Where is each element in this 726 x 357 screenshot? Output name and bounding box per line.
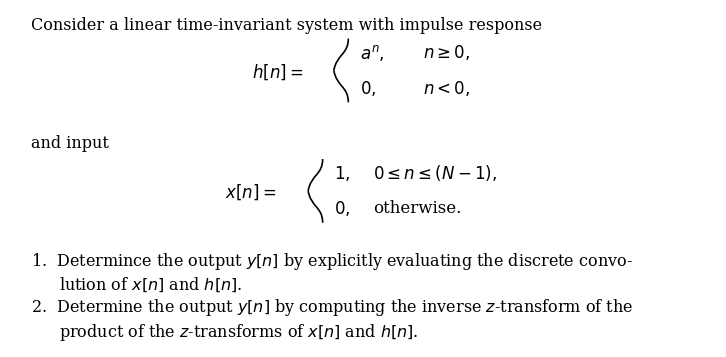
Text: $1,$: $1,$	[334, 164, 350, 183]
Text: Consider a linear time-invariant system with impulse response: Consider a linear time-invariant system …	[31, 17, 542, 34]
Text: and input: and input	[31, 135, 109, 152]
Text: $n < 0,$: $n < 0,$	[423, 79, 470, 98]
Text: $a^n,$: $a^n,$	[360, 43, 385, 63]
Text: otherwise.: otherwise.	[373, 200, 462, 217]
Text: 1.  Determince the output $y[n]$ by explicitly evaluating the discrete convo-: 1. Determince the output $y[n]$ by expli…	[31, 251, 633, 272]
Text: lution of $x[n]$ and $h[n]$.: lution of $x[n]$ and $h[n]$.	[60, 276, 242, 294]
Text: $x[n] = $: $x[n] = $	[225, 183, 277, 202]
Text: $0 \leq n \leq (N-1),$: $0 \leq n \leq (N-1),$	[373, 163, 497, 183]
Text: $h[n] = $: $h[n] = $	[251, 62, 303, 82]
Text: $0,$: $0,$	[334, 199, 350, 218]
Text: 2.  Determine the output $y[n]$ by computing the inverse $z$-transform of the: 2. Determine the output $y[n]$ by comput…	[31, 297, 633, 318]
Text: $n \geq 0,$: $n \geq 0,$	[423, 43, 470, 62]
Text: product of the $z$-transforms of $x[n]$ and $h[n]$.: product of the $z$-transforms of $x[n]$ …	[60, 322, 419, 343]
Text: $0,$: $0,$	[360, 79, 377, 98]
